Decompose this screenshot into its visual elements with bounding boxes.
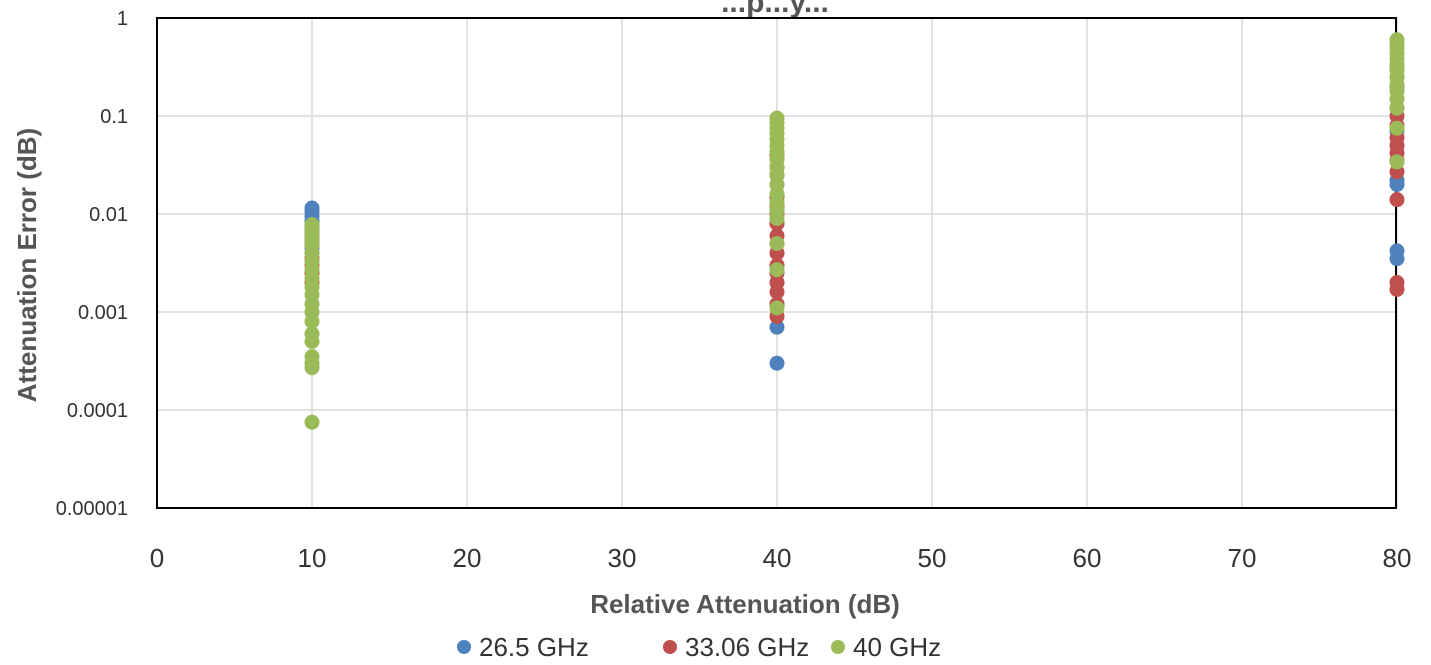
data-point [1389, 274, 1405, 290]
y-tick-label: 1 [117, 8, 128, 30]
legend: 26.5 GHz 33.06 GHz 40 GHz [457, 632, 941, 662]
y-axis-title: Attenuation Error (dB) [12, 128, 42, 402]
data-point [1389, 154, 1405, 170]
data-point [1389, 243, 1405, 259]
x-tick-label: 40 [763, 543, 792, 573]
y-tick-label: 0.1 [100, 106, 128, 128]
legend-marker [457, 640, 471, 654]
data-point [1389, 120, 1405, 136]
x-tick-label: 20 [453, 543, 482, 573]
data-point [769, 262, 785, 278]
legend-label: 33.06 GHz [685, 632, 809, 662]
series-40-ghz [304, 32, 1405, 430]
x-tick-label: 50 [918, 543, 947, 573]
x-tick-label: 0 [150, 543, 164, 573]
y-tick-label: 0.0001 [67, 400, 128, 422]
data-points [304, 32, 1405, 430]
x-tick-label: 30 [608, 543, 637, 573]
legend-label: 40 GHz [853, 632, 941, 662]
data-point [769, 300, 785, 316]
data-point [769, 319, 785, 335]
legend-marker [831, 640, 845, 654]
y-tick-label: 0.00001 [56, 498, 128, 520]
legend-label: 26.5 GHz [479, 632, 589, 662]
data-point [769, 355, 785, 371]
data-point [304, 414, 320, 430]
data-point [304, 349, 320, 365]
y-tick-label: 0.01 [89, 204, 128, 226]
data-point [304, 326, 320, 342]
legend-marker [663, 640, 677, 654]
y-tick-labels: 0.00001 0.0001 0.001 0.01 0.1 1 [56, 8, 128, 520]
data-point [1389, 192, 1405, 208]
y-tick-label: 0.001 [78, 302, 128, 324]
data-point [769, 236, 785, 252]
data-point [769, 110, 785, 126]
x-axis-title: Relative Attenuation (dB) [590, 589, 900, 619]
x-tick-label: 10 [298, 543, 327, 573]
x-tick-label: 60 [1073, 543, 1102, 573]
x-tick-label: 80 [1383, 543, 1412, 573]
data-point [1389, 32, 1405, 48]
chart-title: ...p...y... [721, 0, 829, 19]
data-point [304, 217, 320, 233]
x-tick-label: 70 [1228, 543, 1257, 573]
x-tick-labels: 0 10 20 30 40 50 60 70 80 [150, 543, 1412, 573]
